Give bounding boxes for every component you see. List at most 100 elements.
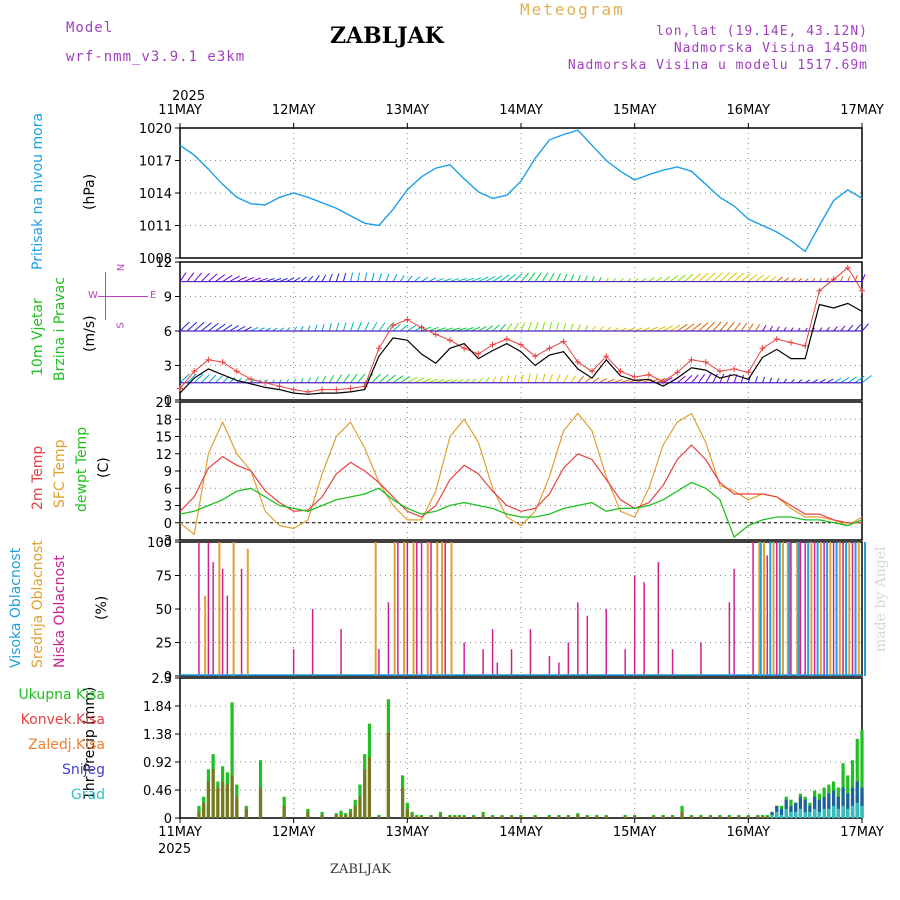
wind-barb [186, 272, 195, 282]
wind-barb [570, 375, 577, 384]
top-date-label: 16MAY [727, 103, 771, 118]
compass-w: W [88, 290, 98, 301]
wind-barb [492, 324, 500, 332]
wind-barb [591, 377, 600, 384]
wind-barb [485, 377, 490, 384]
wind-barb [548, 373, 553, 383]
bottom-date-label: 15MAY [613, 825, 657, 840]
precip-convective-bar [670, 816, 675, 818]
wind-barb [193, 321, 205, 332]
precip-convective-bar [216, 787, 220, 818]
wind-barb [740, 273, 751, 282]
precip-convective-bar [462, 816, 466, 818]
wind-barb [421, 276, 429, 282]
wind-barb [669, 275, 678, 282]
wind-barb [840, 276, 844, 282]
wind-barb [783, 378, 788, 384]
wind-barb [669, 324, 681, 332]
wind-barb [328, 374, 335, 384]
wind-barb [684, 323, 695, 332]
wind-barb [385, 374, 396, 384]
top-date-label: 15MAY [613, 103, 657, 118]
wind-barb [200, 322, 212, 332]
wind-barb [357, 373, 366, 384]
wind-barb [570, 323, 574, 332]
wind-barb [776, 378, 780, 383]
wind-barb [584, 376, 592, 384]
y-tick-label: 12 [155, 256, 172, 271]
precip-convective-bar [221, 781, 225, 818]
wind-barb [662, 325, 674, 332]
wind-barb [392, 274, 398, 282]
wind-barb [499, 375, 503, 383]
wind-barb [534, 373, 538, 383]
wind-barb [200, 273, 210, 282]
precip-hail-bar [813, 808, 817, 818]
wind-barb [847, 324, 854, 332]
precip-hail-bar [836, 808, 840, 818]
y-tick-label: 25 [155, 637, 172, 652]
y-tick-label: 0 [164, 812, 172, 827]
precip-hail-bar [860, 805, 864, 818]
precip-convective-bar [448, 816, 452, 818]
precip-hail-bar [855, 802, 859, 818]
wind-barb [307, 377, 312, 383]
wind-barb [314, 275, 320, 282]
compass-ew-line [98, 296, 148, 297]
precip-convective-bar [457, 816, 462, 818]
wind-compass-rose: N W E S [88, 262, 156, 330]
wind-barb [541, 321, 546, 332]
wind-barb [342, 272, 347, 282]
wind-barb [719, 373, 725, 383]
wind-barb [755, 274, 764, 282]
wind-barb [392, 323, 401, 332]
precip-snow-bar [836, 796, 840, 818]
wind-barb [364, 321, 370, 332]
wind-barb [478, 325, 487, 332]
wind-barb [726, 272, 738, 282]
wind-barb [208, 374, 217, 384]
panel-frame [179, 401, 863, 541]
wind-barb [342, 322, 347, 332]
wind-barb [513, 273, 523, 282]
wind-barb [712, 321, 722, 332]
wind-barb [563, 323, 567, 332]
wind-barb [769, 377, 773, 383]
wind-barb [179, 272, 187, 282]
precip-convective-bar [557, 816, 561, 818]
precip-total-bar [230, 702, 234, 818]
sfc-temp-line [179, 412, 863, 536]
precip-convective-bar [595, 816, 599, 818]
y-tick-label: 21 [155, 396, 172, 411]
bottom-date-label: 17MAY [840, 825, 884, 840]
precip-convective-bar [519, 816, 523, 818]
precip-convective-bar [405, 808, 409, 818]
precip-convective-bar [756, 816, 760, 818]
legend-convective-rain: Konvek.Kisa [20, 712, 105, 728]
wind-barb [684, 375, 693, 384]
wind-barb [577, 376, 584, 384]
precip-hail-bar [798, 808, 803, 818]
wind-barb [698, 322, 709, 332]
wind-barb [548, 322, 553, 332]
wind-barb [335, 322, 340, 332]
y-tick-label: 0 [164, 394, 172, 409]
precip-hail-bar [831, 805, 836, 818]
bottom-date-label: 14MAY [499, 825, 543, 840]
wind-barb [520, 374, 524, 383]
precip-snow-bar [846, 793, 850, 818]
wind-barb [534, 321, 539, 332]
wind-barb [293, 326, 298, 332]
precip-convective-bar [727, 816, 731, 818]
wind-barb [229, 275, 240, 282]
wind-barb [747, 323, 754, 332]
precip-convective-bar [652, 816, 656, 818]
wind-barb [492, 275, 503, 282]
precip-convective-bar [244, 808, 248, 818]
top-date-label: 17MAY [840, 103, 884, 118]
wind-barb [378, 374, 389, 384]
wind-barb [492, 376, 497, 383]
wind-barb [691, 322, 702, 332]
precip-convective-bar [718, 816, 722, 818]
